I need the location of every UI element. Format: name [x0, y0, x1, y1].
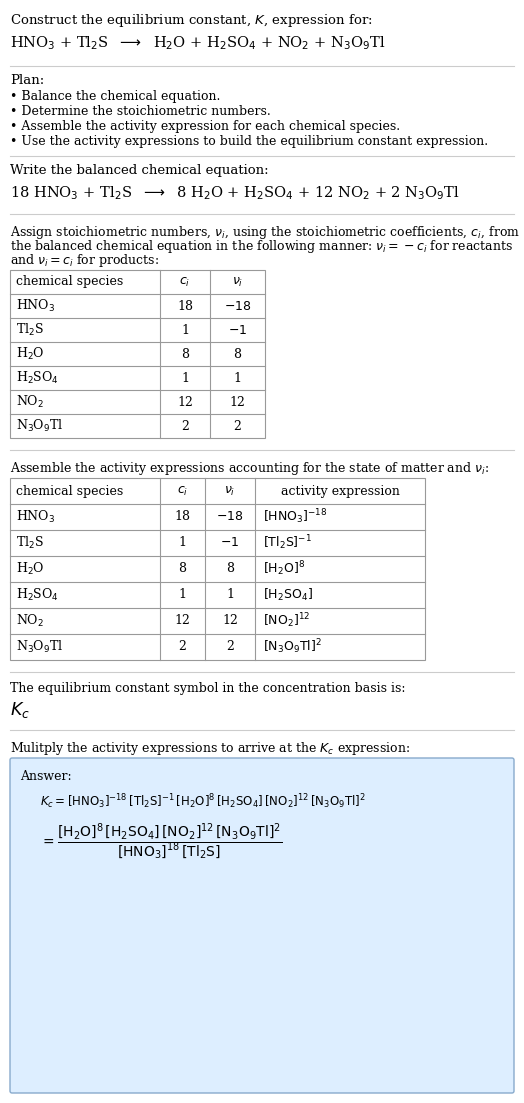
Text: Tl$_2$S: Tl$_2$S: [16, 535, 44, 552]
Text: $-1$: $-1$: [228, 323, 247, 336]
Text: $[\mathrm{HNO_3}]^{-18}$: $[\mathrm{HNO_3}]^{-18}$: [263, 507, 328, 526]
Text: $[\mathrm{H_2O}]^{8}$: $[\mathrm{H_2O}]^{8}$: [263, 559, 305, 578]
Bar: [10, 478, 425, 660]
Text: $\nu_i$: $\nu_i$: [224, 484, 236, 497]
Text: activity expression: activity expression: [280, 484, 399, 497]
Text: • Determine the stoichiometric numbers.: • Determine the stoichiometric numbers.: [10, 105, 271, 118]
Text: NO$_2$: NO$_2$: [16, 613, 44, 629]
Text: 18 HNO$_3$ + Tl$_2$S  $\longrightarrow$  8 H$_2$O + H$_2$SO$_4$ + 12 NO$_2$ + 2 : 18 HNO$_3$ + Tl$_2$S $\longrightarrow$ 8…: [10, 184, 460, 202]
Text: • Balance the chemical equation.: • Balance the chemical equation.: [10, 90, 221, 103]
Text: Assemble the activity expressions accounting for the state of matter and $\nu_i$: Assemble the activity expressions accoun…: [10, 460, 489, 476]
Text: $-1$: $-1$: [221, 536, 239, 549]
Text: $K_c = [\mathrm{HNO_3}]^{-18}\, [\mathrm{Tl_2S}]^{-1}\, [\mathrm{H_2O}]^{8}\, [\: $K_c = [\mathrm{HNO_3}]^{-18}\, [\mathrm…: [40, 792, 366, 811]
Text: Assign stoichiometric numbers, $\nu_i$, using the stoichiometric coefficients, $: Assign stoichiometric numbers, $\nu_i$, …: [10, 224, 520, 240]
Text: $[\mathrm{Tl_2S}]^{-1}$: $[\mathrm{Tl_2S}]^{-1}$: [263, 534, 312, 553]
Text: $[\mathrm{N_3O_9Tl}]^{2}$: $[\mathrm{N_3O_9Tl}]^{2}$: [263, 638, 322, 656]
Text: 18: 18: [177, 300, 193, 312]
FancyBboxPatch shape: [10, 758, 514, 1093]
Text: • Use the activity expressions to build the equilibrium constant expression.: • Use the activity expressions to build …: [10, 135, 488, 148]
Text: N$_3$O$_9$Tl: N$_3$O$_9$Tl: [16, 418, 63, 435]
Text: 8: 8: [226, 563, 234, 576]
Bar: [10, 270, 265, 438]
Text: 12: 12: [174, 614, 190, 628]
Text: NO$_2$: NO$_2$: [16, 394, 44, 410]
Text: 8: 8: [181, 347, 189, 361]
Text: 1: 1: [179, 536, 187, 549]
Text: Mulitply the activity expressions to arrive at the $K_c$ expression:: Mulitply the activity expressions to arr…: [10, 740, 410, 757]
Text: $\nu_i$: $\nu_i$: [232, 276, 243, 289]
Text: $[\mathrm{NO_2}]^{12}$: $[\mathrm{NO_2}]^{12}$: [263, 612, 310, 630]
Text: H$_2$O: H$_2$O: [16, 561, 45, 577]
Text: H$_2$SO$_4$: H$_2$SO$_4$: [16, 370, 59, 386]
Text: The equilibrium constant symbol in the concentration basis is:: The equilibrium constant symbol in the c…: [10, 682, 406, 695]
Text: 8: 8: [179, 563, 187, 576]
Text: 18: 18: [174, 511, 191, 524]
Text: 1: 1: [181, 323, 189, 336]
Text: 1: 1: [181, 372, 189, 385]
Text: $-18$: $-18$: [224, 300, 252, 312]
Text: $K_c$: $K_c$: [10, 700, 30, 720]
Text: $-18$: $-18$: [216, 511, 244, 524]
Text: 1: 1: [179, 589, 187, 601]
Text: Plan:: Plan:: [10, 74, 44, 87]
Text: HNO$_3$: HNO$_3$: [16, 508, 55, 525]
Text: Construct the equilibrium constant, $K$, expression for:: Construct the equilibrium constant, $K$,…: [10, 12, 373, 29]
Text: 2: 2: [234, 419, 242, 432]
Text: H$_2$SO$_4$: H$_2$SO$_4$: [16, 587, 59, 603]
Text: chemical species: chemical species: [16, 276, 123, 289]
Text: and $\nu_i = c_i$ for products:: and $\nu_i = c_i$ for products:: [10, 251, 159, 269]
Text: 8: 8: [234, 347, 242, 361]
Text: H$_2$O: H$_2$O: [16, 346, 45, 362]
Text: 2: 2: [226, 641, 234, 653]
Text: Tl$_2$S: Tl$_2$S: [16, 322, 44, 338]
Text: Answer:: Answer:: [20, 770, 72, 783]
Text: 12: 12: [222, 614, 238, 628]
Text: 12: 12: [230, 396, 245, 408]
Text: 2: 2: [181, 419, 189, 432]
Text: • Assemble the activity expression for each chemical species.: • Assemble the activity expression for e…: [10, 120, 400, 133]
Text: $[\mathrm{H_2SO_4}]$: $[\mathrm{H_2SO_4}]$: [263, 587, 313, 603]
Text: 12: 12: [177, 396, 193, 408]
Text: HNO$_3$: HNO$_3$: [16, 298, 55, 314]
Text: Write the balanced chemical equation:: Write the balanced chemical equation:: [10, 164, 269, 176]
Text: N$_3$O$_9$Tl: N$_3$O$_9$Tl: [16, 639, 63, 655]
Text: 1: 1: [226, 589, 234, 601]
Text: 1: 1: [234, 372, 242, 385]
Text: the balanced chemical equation in the following manner: $\nu_i = -c_i$ for react: the balanced chemical equation in the fo…: [10, 238, 513, 255]
Text: $c_i$: $c_i$: [177, 484, 188, 497]
Text: 2: 2: [179, 641, 187, 653]
Text: chemical species: chemical species: [16, 484, 123, 497]
Text: $= \dfrac{[\mathrm{H_2O}]^{8}\, [\mathrm{H_2SO_4}]\, [\mathrm{NO_2}]^{12}\, [\ma: $= \dfrac{[\mathrm{H_2O}]^{8}\, [\mathrm…: [40, 822, 282, 863]
Text: HNO$_3$ + Tl$_2$S  $\longrightarrow$  H$_2$O + H$_2$SO$_4$ + NO$_2$ + N$_3$O$_9$: HNO$_3$ + Tl$_2$S $\longrightarrow$ H$_2…: [10, 34, 386, 52]
Text: $c_i$: $c_i$: [179, 276, 191, 289]
